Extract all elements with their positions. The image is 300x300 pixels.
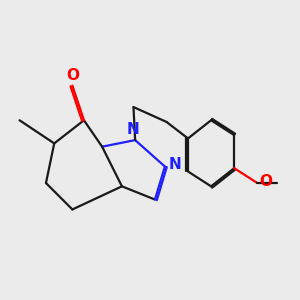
Text: O: O <box>259 174 272 189</box>
Text: N: N <box>169 158 182 172</box>
Text: O: O <box>66 68 79 83</box>
Text: N: N <box>127 122 140 137</box>
